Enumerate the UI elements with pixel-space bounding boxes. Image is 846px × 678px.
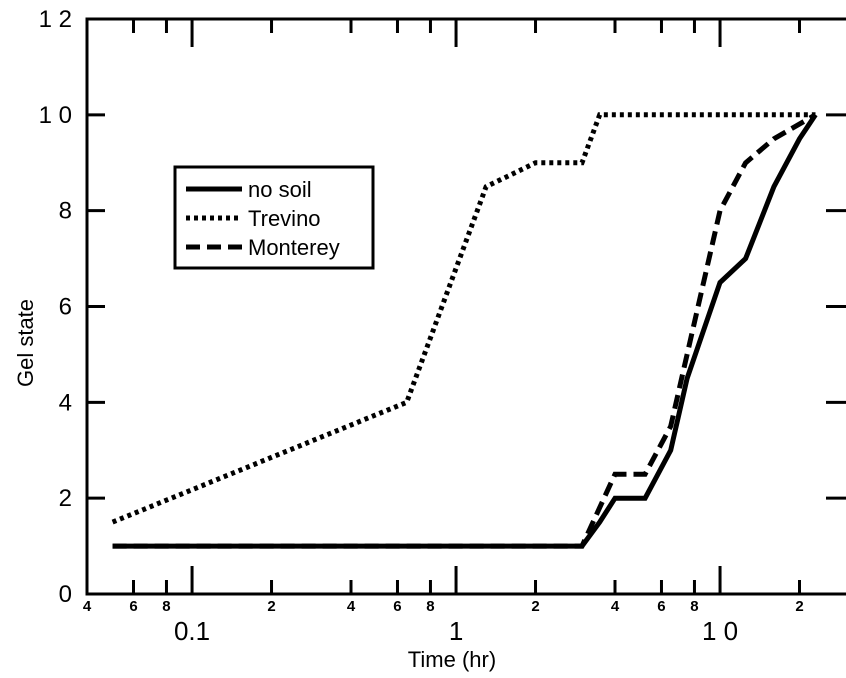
x-minor-tick-label: 4 — [611, 598, 620, 615]
x-minor-tick-label: 2 — [531, 598, 539, 615]
y-tick-label: 8 — [59, 198, 72, 225]
x-minor-tick-label: 8 — [162, 598, 170, 615]
x-minor-tick-label: 4 — [347, 598, 356, 615]
x-minor-tick-label: 6 — [657, 598, 665, 615]
y-tick-label: 0 — [59, 581, 72, 608]
series-line-no-soil — [112, 113, 818, 549]
plot-frame — [85, 17, 846, 596]
x-axis-title: Time (hr) — [408, 647, 496, 672]
legend: no soil Trevino Monterey — [173, 165, 375, 270]
y-axis-ticks: 0 2 4 6 8 1 0 1 2 — [39, 6, 846, 608]
y-tick-label: 1 0 — [39, 102, 72, 129]
x-minor-tick-label: 2 — [795, 598, 803, 615]
x-minor-tick-label: 6 — [129, 598, 137, 615]
x-minor-tick-label: 8 — [426, 598, 434, 615]
y-tick-label: 1 2 — [39, 6, 72, 33]
legend-label: Trevino — [248, 206, 321, 231]
series-line-monterey — [112, 112, 817, 549]
x-major-tick-label: 0.1 — [174, 616, 210, 646]
y-tick-label: 2 — [59, 485, 72, 512]
x-minor-tick-label: 8 — [690, 598, 698, 615]
y-tick-label: 4 — [59, 389, 72, 416]
series-line-trevino — [111, 112, 816, 525]
y-tick-label: 6 — [59, 294, 72, 321]
x-minor-tick-label: 6 — [393, 598, 401, 615]
x-major-tick-label: 1 — [449, 616, 463, 646]
legend-label: no soil — [248, 177, 312, 202]
y-axis-title: Gel state — [13, 299, 38, 387]
plot-area — [85, 17, 846, 596]
x-major-tick-label: 1 0 — [702, 616, 738, 646]
x-minor-tick-label: 2 — [267, 598, 275, 615]
series-lines — [111, 112, 818, 549]
legend-label: Monterey — [248, 235, 340, 260]
legend-box — [173, 165, 375, 270]
x-minor-tick-label: 4 — [83, 598, 92, 615]
x-axis-ticks: 0.1 1 1 0 4 6 8 2 4 6 8 2 4 6 8 2 — [83, 19, 804, 646]
